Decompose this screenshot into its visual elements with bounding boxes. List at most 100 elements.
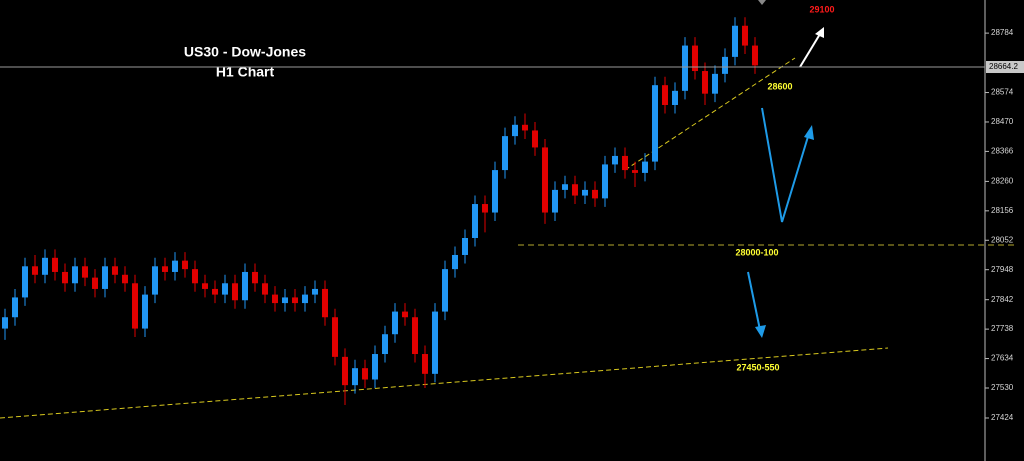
candle-body	[492, 170, 498, 213]
y-tick-label: 27738	[991, 324, 1014, 333]
candle-body	[522, 124, 528, 131]
candle-body	[292, 297, 298, 304]
level-label: 28000-100	[735, 247, 778, 257]
candle-body	[632, 170, 638, 173]
candle-body	[662, 85, 668, 105]
candle-body	[702, 71, 708, 94]
candle-body	[82, 266, 88, 278]
y-tick-label: 27948	[991, 265, 1014, 274]
candle-body	[382, 334, 388, 355]
candle-body	[112, 266, 118, 275]
candle-body	[512, 124, 518, 137]
candle-body	[412, 317, 418, 355]
projection-arrow	[747, 271, 761, 331]
candle-body	[672, 90, 678, 105]
period-marker	[758, 0, 766, 5]
candle-body	[12, 297, 18, 318]
y-tick-label: 27424	[991, 413, 1014, 422]
y-tick-label: 27530	[991, 383, 1014, 392]
last-price-box	[986, 61, 1024, 74]
last-price-label: 28664.2	[989, 62, 1018, 71]
candle-body	[282, 297, 288, 304]
candle-body	[732, 25, 738, 57]
candle-body	[72, 266, 78, 284]
candle-body	[472, 204, 478, 238]
candle-body	[372, 354, 378, 380]
candle-body	[92, 277, 98, 289]
candle-body	[242, 271, 248, 301]
y-tick-label: 27634	[991, 354, 1014, 363]
candle-body	[442, 269, 448, 312]
projection-arrow	[799, 33, 821, 68]
candle-body	[302, 294, 308, 304]
trend-line	[0, 347, 889, 419]
candle-body	[462, 237, 468, 255]
candle-body	[582, 189, 588, 196]
candle-body	[42, 257, 48, 275]
level-label: 28600	[767, 81, 792, 91]
candle-body	[232, 283, 238, 301]
candle-body	[722, 56, 728, 74]
candle-body	[22, 266, 28, 298]
candle-body	[712, 73, 718, 94]
y-tick-label: 28052	[991, 235, 1014, 244]
candle-body	[102, 266, 108, 289]
candle-body	[502, 136, 508, 171]
candle-body	[2, 317, 8, 329]
y-tick-label: 28784	[991, 28, 1014, 37]
candle-body	[332, 317, 338, 357]
candle-body	[132, 283, 138, 329]
candle-body	[422, 354, 428, 374]
y-tick-label: 28470	[991, 117, 1014, 126]
candle-body	[122, 274, 128, 284]
y-tick-label: 28260	[991, 177, 1014, 186]
arrow-head	[815, 27, 824, 38]
candle-body	[62, 271, 68, 284]
candle-body	[172, 260, 178, 272]
candle-body	[562, 184, 568, 190]
candle-body	[142, 294, 148, 329]
arrow-head	[755, 325, 766, 338]
candle-body	[602, 164, 608, 199]
candle-body	[652, 85, 658, 162]
candle-body	[32, 266, 38, 275]
candle-body	[362, 368, 368, 380]
candle-body	[482, 204, 488, 213]
candle-body	[752, 45, 758, 66]
candle-body	[592, 189, 598, 199]
candle-body	[682, 45, 688, 91]
candle-body	[342, 356, 348, 386]
candle-body	[322, 288, 328, 318]
y-tick-label: 28574	[991, 88, 1014, 97]
chart-title: US30 - Dow-Jones	[184, 44, 306, 60]
candle-body	[692, 45, 698, 72]
candle-body	[622, 155, 628, 171]
candle-body	[52, 257, 58, 272]
level-label: 27450-550	[736, 362, 779, 372]
y-tick-label: 28156	[991, 206, 1014, 215]
candle-body	[182, 260, 188, 270]
target-label: 29100	[809, 4, 834, 14]
candle-body	[552, 189, 558, 213]
candle-body	[262, 283, 268, 295]
projection-arrow	[761, 107, 811, 223]
candle-body	[272, 294, 278, 304]
arrow-head	[804, 125, 814, 140]
y-tick-label: 28366	[991, 147, 1014, 156]
candle-body	[352, 368, 358, 386]
candle-body	[612, 155, 618, 165]
candle-body	[192, 269, 198, 284]
candle-body	[152, 266, 158, 295]
candle-body	[742, 25, 748, 46]
y-tick-label: 27842	[991, 295, 1014, 304]
candle-body	[252, 271, 258, 284]
candle-body	[212, 288, 218, 295]
candle-body	[202, 283, 208, 289]
candle-body	[312, 288, 318, 295]
candle-body	[432, 311, 438, 374]
chart-subtitle: H1 Chart	[216, 64, 275, 80]
candles	[2, 17, 758, 405]
candle-body	[392, 311, 398, 335]
